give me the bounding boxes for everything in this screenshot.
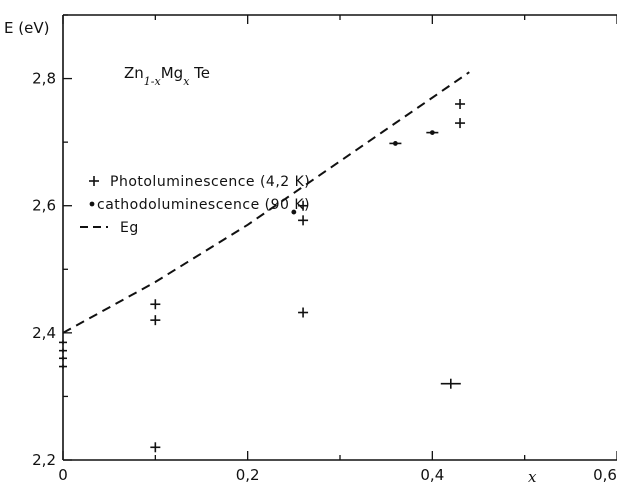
annotation-base: Zn [124,64,144,82]
compound-annotation: Zn1-xMgx Te [124,64,210,88]
photoluminescence-point [150,442,161,453]
legend-item-photoluminescence: Photoluminescence (4,2 K) [89,174,310,190]
legend-label-photoluminescence: Photoluminescence (4,2 K) [110,174,310,190]
legend: Photoluminescence (4,2 K) cathodoluminesc… [80,174,310,236]
y-tick-label: 2,8 [32,70,56,88]
cathodoluminescence-point [291,209,297,215]
eg-dashed-curve [62,71,470,334]
photoluminescence-point [455,118,466,129]
annotation-sub1: 1-x [144,75,162,88]
y-axis-label: E (eV) [4,19,49,37]
photoluminescence-point [150,299,161,310]
x-tick-label: 0,2 [236,466,260,484]
tick-marks [62,14,617,461]
legend-item-eg: Eg [80,220,139,236]
photoluminescence-point [455,99,466,109]
photoluminescence-point [150,315,161,326]
photoluminescence-point [298,200,309,211]
annotation-sub2: x [183,75,190,88]
annotation-end: Te [189,64,210,82]
legend-label-eg: Eg [120,220,139,236]
photoluminescence-point [298,215,309,226]
annotation-mid: Mg [161,64,183,82]
x-tick-label: 0 [58,466,68,484]
legend-label-cathodoluminescence: cathodoluminescence (90 K) [97,197,310,213]
photoluminescence-point [59,340,67,345]
photoluminescence-point [59,364,67,369]
photoluminescence-point [440,378,461,389]
x-tick-label: 0,4 [420,466,444,484]
series-layer [59,71,470,453]
legend-dot [89,201,95,207]
photoluminescence-point [298,307,309,318]
y-tick-label: 2,4 [32,324,56,342]
x-tick-label: 0,6 [593,466,617,484]
y-tick-label: 2,2 [32,451,56,469]
tick-labels: 0 0,2 0,4 0,6 2,2 2,4 2,6 2,8 [32,70,617,484]
photoluminescence-point [59,356,67,361]
y-tick-label: 2,6 [32,197,56,215]
legend-item-cathodoluminescence: cathodoluminescence (90 K) [89,197,310,213]
cathodoluminescence-point [389,141,402,146]
dot [291,209,297,215]
x-axis-label: x [528,468,537,486]
photoluminescence-point [59,348,67,353]
cathodoluminescence-point [426,130,439,136]
